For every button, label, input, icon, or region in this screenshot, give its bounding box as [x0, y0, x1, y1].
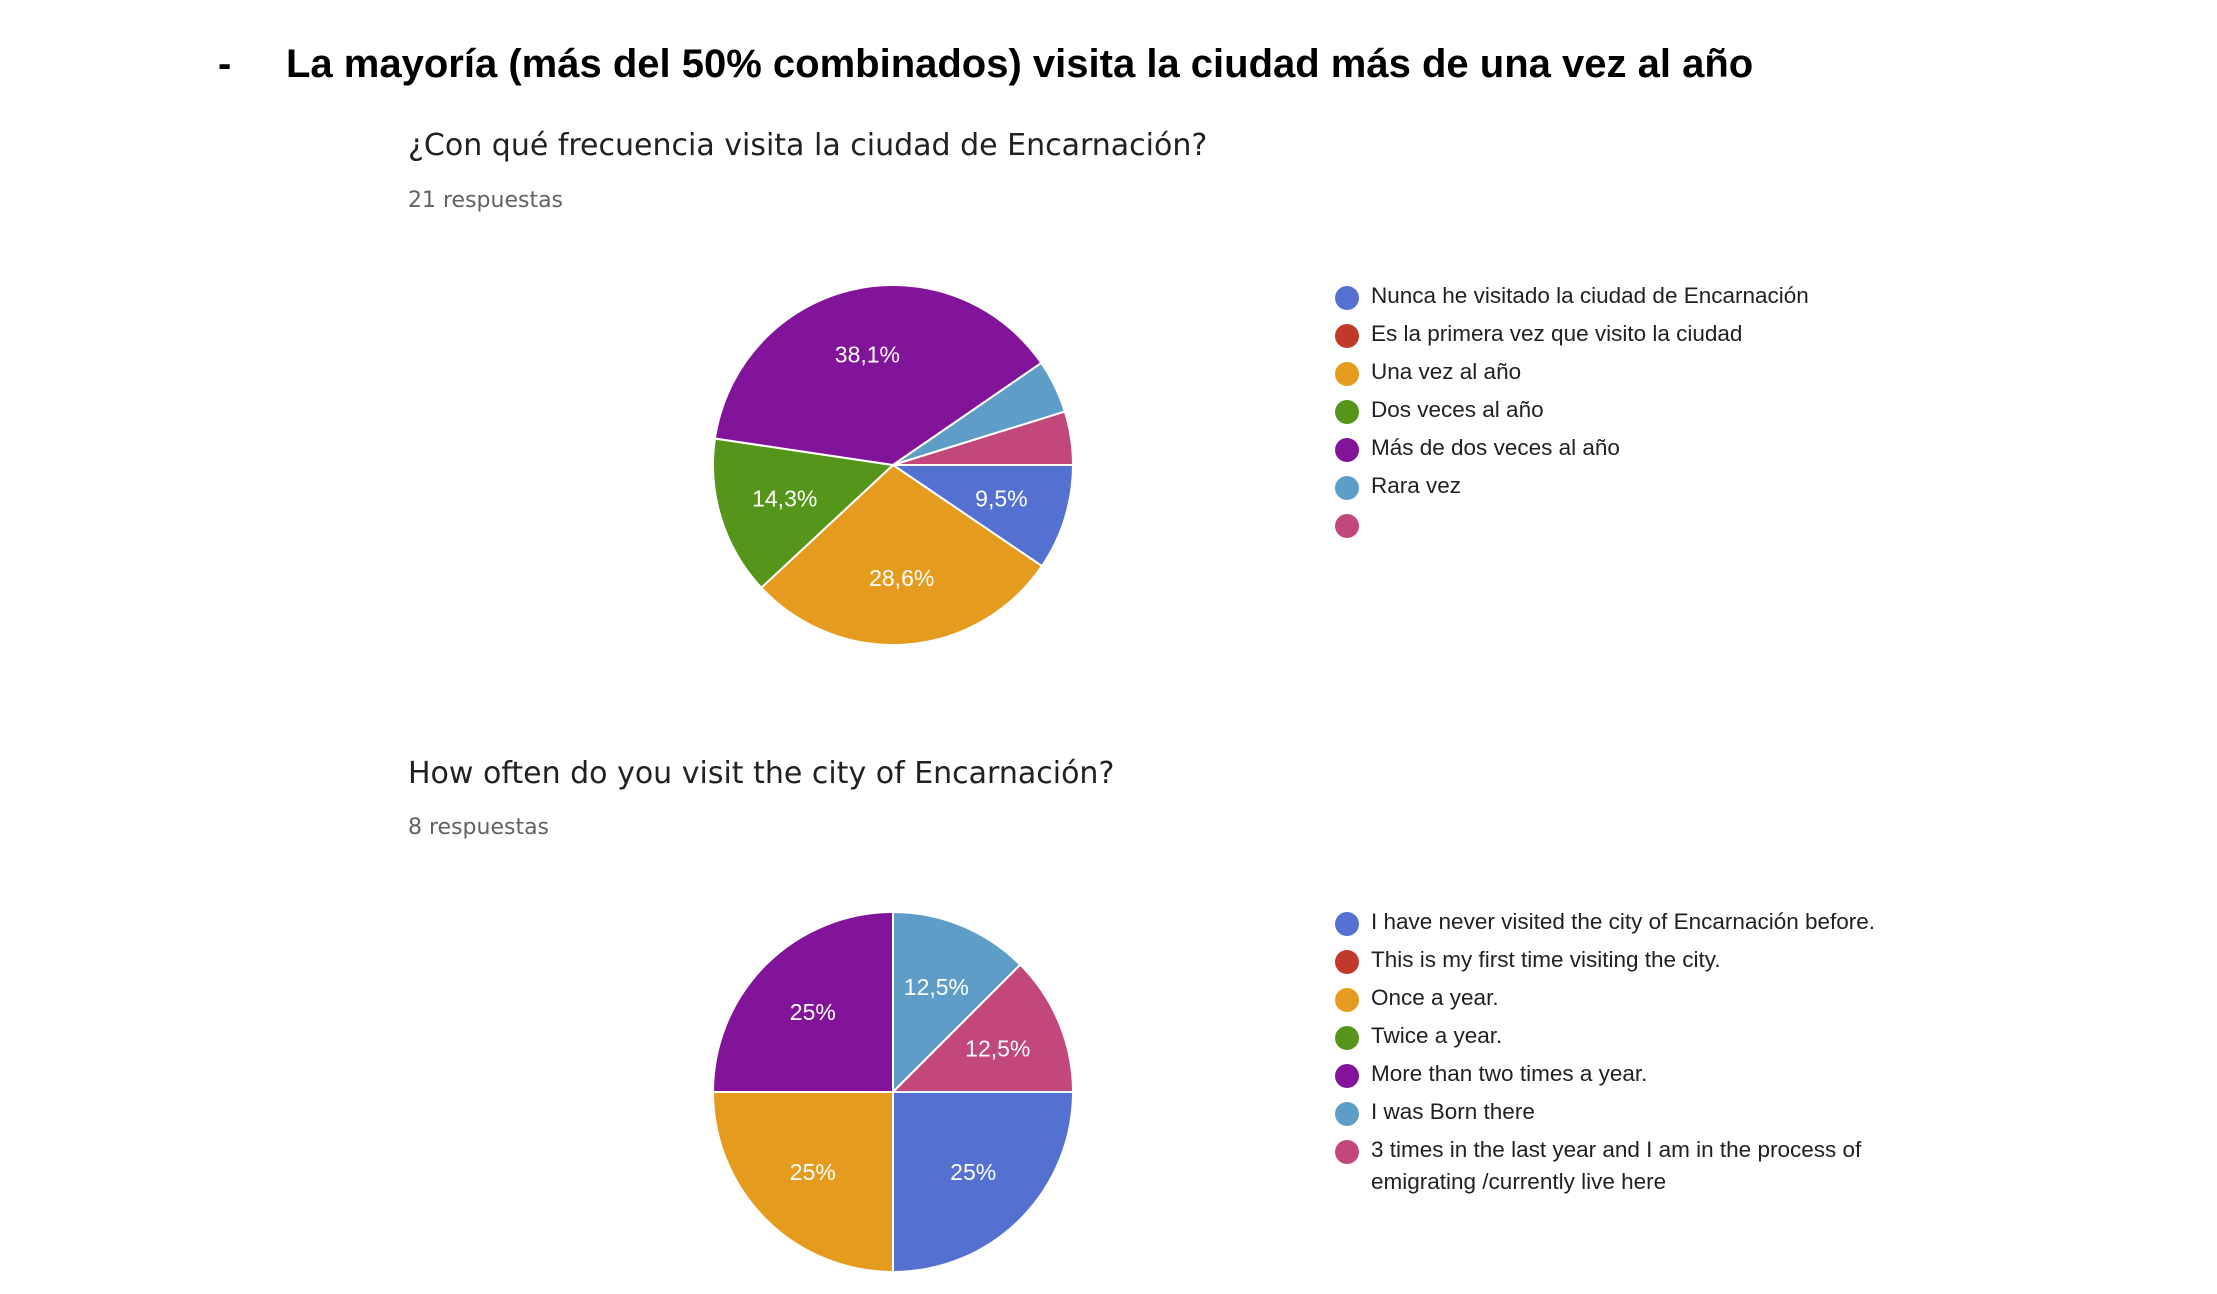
pie-slice [711, 1091, 894, 1274]
legend-label: Twice a year. [1371, 1023, 1503, 1048]
legend-swatch [1335, 362, 1359, 386]
slice-label: 14,3% [752, 486, 817, 512]
slice-label: 25% [790, 999, 836, 1025]
legend-swatch [1335, 1064, 1359, 1088]
slice-label: 25% [950, 1159, 996, 1185]
legend-swatch [1335, 286, 1359, 310]
legend-label: Nunca he visitado la ciudad de Encarnaci… [1371, 283, 1809, 308]
legend-swatch [1335, 400, 1359, 424]
legend-entry: 3 times in the last year and I am in the… [1335, 1134, 1895, 1198]
slide-heading: - La mayoría (más del 50% combinados) vis… [218, 42, 1753, 87]
legend-label: Una vez al año [1371, 359, 1522, 384]
slice-label: 9,5% [975, 485, 1027, 511]
legend-label: I was Born there [1371, 1099, 1535, 1124]
response-count: 8 respuestas [408, 815, 550, 840]
chart-spanish: ¿Con qué frecuencia visita la ciudad de … [0, 0, 2217, 646]
legend-entry: I have never visited the city of Encarna… [1335, 906, 1895, 938]
legend-entry: Twice a year. [1335, 1020, 1895, 1052]
pie-slice [892, 910, 1022, 1095]
legend-entry: Más de dos veces al año [1335, 432, 1895, 464]
legend-label: Más de dos veces al año [1371, 435, 1620, 460]
legend-label: I have never visited the city of Encarna… [1371, 909, 1876, 934]
pie-slice [712, 437, 896, 590]
chart-legend: I have never visited the city of Encarna… [1335, 906, 1895, 1204]
legend-entry: This is my first time visiting the city. [1335, 944, 1895, 976]
legend-swatch [1335, 1026, 1359, 1050]
legend-label: This is my first time visiting the city. [1371, 947, 1721, 972]
pie-slice [890, 963, 1075, 1093]
legend-swatch [1335, 514, 1359, 538]
legend-swatch [1335, 476, 1359, 500]
legend-entry: Nunca he visitado la ciudad de Encarnaci… [1335, 280, 1895, 312]
chart-title: ¿Con qué frecuencia visita la ciudad de … [408, 128, 1208, 163]
pie-slice [713, 284, 1043, 467]
legend-label: 3 times in the last year and I am in the… [1371, 1137, 1862, 1194]
legend-label: Rara vez [1371, 473, 1462, 498]
legend-entry: Rara vez [1335, 470, 1895, 502]
chart-title: How often do you visit the city of Encar… [408, 756, 1115, 791]
legend-entry: More than two times a year. [1335, 1058, 1895, 1090]
chart-legend: Nunca he visitado la ciudad de Encarnaci… [1335, 280, 1895, 546]
legend-label: Es la primera vez que visito la ciudad [1371, 321, 1743, 346]
legend-entry: Dos veces al año [1335, 394, 1895, 426]
slice-label: 28,6% [869, 565, 934, 591]
slice-label: 25% [790, 1159, 836, 1185]
legend-swatch [1335, 912, 1359, 936]
legend-swatch [1335, 1102, 1359, 1126]
legend-label: Dos veces al año [1371, 397, 1544, 422]
pie-slice [759, 463, 1044, 646]
legend-label: More than two times a year. [1371, 1061, 1648, 1086]
heading-bullet: - [218, 42, 232, 86]
response-count: 21 respuestas [408, 188, 564, 213]
legend-swatch [1335, 1140, 1359, 1164]
slice-label: 38,1% [835, 342, 900, 368]
legend-entry: I was Born there [1335, 1096, 1895, 1128]
legend-entry: Una vez al año [1335, 356, 1895, 388]
slice-label: 12,5% [965, 1036, 1030, 1062]
pie-slice [889, 464, 1075, 568]
pie-slice [711, 910, 894, 1093]
pie-slice [892, 410, 1075, 466]
legend-swatch [1335, 438, 1359, 462]
legend-swatch [1335, 988, 1359, 1012]
legend-entry [1335, 508, 1895, 540]
legend-swatch [1335, 950, 1359, 974]
pie-slice [892, 1091, 1075, 1274]
legend-label: Once a year. [1371, 985, 1499, 1010]
legend-entry: Once a year. [1335, 982, 1895, 1014]
pie-chart: 9,5% 28,6% 14,3% 38,1% [712, 284, 1075, 646]
slice-label: 12,5% [904, 974, 969, 1000]
legend-swatch [1335, 324, 1359, 348]
heading-text: La mayoría (más del 50% combinados) visi… [286, 42, 1754, 86]
legend-entry: Es la primera vez que visito la ciudad [1335, 318, 1895, 350]
